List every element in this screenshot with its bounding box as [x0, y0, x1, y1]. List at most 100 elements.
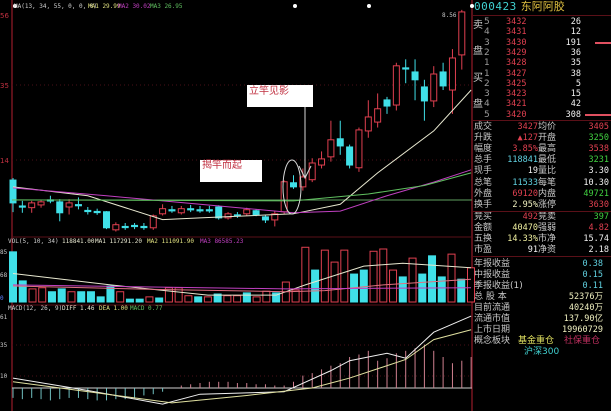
fundamental-label: 中报收益: [474, 270, 511, 280]
stat-label: 升跌: [474, 133, 493, 144]
candle: [37, 199, 45, 208]
candle-body: [374, 108, 382, 123]
volume-bar: [301, 246, 310, 303]
stat-value: 11533: [512, 177, 538, 188]
concept-label: 概念板块: [474, 336, 511, 346]
ma1-label: MA1 29.99: [88, 3, 121, 10]
buy-level-row[interactable]: 1 3427 38: [472, 69, 611, 79]
candle: [430, 66, 438, 108]
annotation-ellipse: [282, 107, 312, 215]
candle: [112, 222, 120, 232]
annotation-label: 立竿见影: [249, 86, 289, 97]
sell-level-row[interactable]: 4 3431 12: [472, 27, 611, 37]
volume-bar: [67, 291, 76, 303]
volume-bar: [437, 276, 446, 303]
stat-row: 竞买 492 竞卖 397: [472, 212, 611, 223]
stat-row: 升跌 ▲127 开盘 3250: [472, 133, 611, 144]
candlesticks: [9, 9, 466, 232]
stat-row: 金额 40470 强弱 4.82: [472, 223, 611, 234]
stat-value: 3231: [588, 155, 609, 166]
stat-label: 总手: [474, 155, 493, 166]
concept-tag[interactable]: 社保重仓: [564, 336, 601, 346]
ma2-label: MA2 30.02: [118, 3, 151, 10]
stat-label: 每笔: [538, 177, 557, 188]
sell-level-row[interactable]: 1 3428 35: [472, 58, 611, 68]
fundamental-row: 上市日期 19960729: [472, 325, 611, 336]
stat-value: 3538: [588, 144, 609, 155]
candle-body: [215, 206, 223, 219]
fundamental-value: 19960729: [562, 325, 603, 335]
volume-bar: [389, 269, 398, 303]
buy-level-row[interactable]: 3 3423 15: [472, 89, 611, 99]
candle-body: [439, 71, 447, 87]
stat-value: 15.74: [583, 234, 609, 244]
stat-row: 现手 19 量比 3.30: [472, 166, 611, 177]
stat-value: 3250: [588, 133, 609, 144]
stat-row: 市盈 91 净资 2.18: [472, 245, 611, 256]
stat-label: 最高: [538, 144, 557, 155]
macd-tick: 61: [0, 314, 8, 321]
stat-value: 118841: [507, 155, 538, 166]
buy-level-row[interactable]: 4 3421 42: [472, 99, 611, 109]
buy-level-row[interactable]: 2 3425 5: [472, 79, 611, 89]
concept-tag[interactable]: 基金重仓: [518, 336, 555, 346]
stat-value: 19: [527, 166, 538, 177]
fundamental-row: 中报收益 0.15: [472, 270, 611, 281]
quote-panel: 000423 东阿阿胶 卖 盘 买 盘 5 3432 26 4 3431 12 3 3430 19…: [472, 0, 611, 411]
vol-tick: 85: [0, 249, 8, 256]
level-number: 1: [484, 68, 490, 79]
level-price: 3427: [506, 68, 527, 79]
stat-row: 成交 3427 均价 3405: [472, 122, 611, 133]
candle: [336, 120, 344, 155]
level-volume: 12: [570, 27, 581, 38]
macd-title: MACD(12, 26, 9): [8, 305, 62, 312]
sell-level-row[interactable]: 5 3432 26: [472, 17, 611, 27]
candle-body: [346, 146, 354, 166]
volume-bar: [155, 297, 164, 303]
candle: [420, 79, 428, 121]
stat-value: 10.30: [583, 177, 609, 188]
candle: [131, 223, 139, 230]
volume-bars: [9, 246, 475, 303]
candle-body: [224, 213, 232, 219]
stat-value: 49721: [583, 188, 609, 199]
volume-bar: [18, 280, 27, 303]
volume-bar: [291, 289, 300, 303]
fundamental-row: 季报收益(1) 0.11: [472, 281, 611, 292]
volume-bar: [242, 292, 251, 303]
volume-bar: [262, 290, 271, 303]
candle: [308, 158, 316, 183]
level-number: 4: [484, 99, 490, 110]
level-volume: 42: [570, 99, 581, 110]
candle: [159, 204, 167, 216]
candle: [411, 59, 419, 101]
buy-label: 盘: [473, 99, 483, 110]
level-number: 3: [484, 37, 490, 48]
fundamental-value: 0.11: [582, 281, 603, 291]
fundamental-value: 52376万: [568, 292, 603, 302]
buy-level-row[interactable]: 5 3420 308: [472, 110, 611, 120]
concept-tag[interactable]: 沪深300: [524, 347, 560, 357]
candle: [233, 212, 241, 218]
ma-line: [12, 169, 472, 214]
candle-body: [243, 209, 251, 215]
candle: [28, 200, 36, 213]
level-price: 3421: [506, 99, 527, 110]
candle-body: [458, 11, 466, 56]
sell-level-row[interactable]: 3 3430 191: [472, 38, 611, 48]
volume-bar: [9, 251, 17, 303]
candle: [9, 177, 17, 213]
stat-row: 总笔 11533 每笔 10.30: [472, 178, 611, 189]
sell-level-row[interactable]: 2 3429 36: [472, 48, 611, 58]
candle-body: [93, 210, 101, 214]
stat-label: 市净: [538, 234, 557, 244]
candle-body: [327, 139, 335, 158]
candle-body: [299, 176, 307, 188]
candle-body: [448, 57, 456, 91]
main-indicator-label: MA(13, 34, 55, 0, 0, 0): [14, 3, 97, 10]
candle: [402, 59, 410, 84]
candle-body: [205, 209, 213, 212]
candle-body: [402, 67, 410, 70]
candle-body: [252, 210, 260, 216]
